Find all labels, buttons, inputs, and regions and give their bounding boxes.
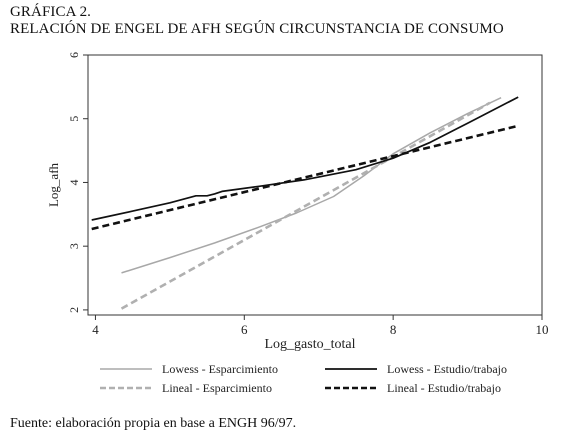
legend-label: Lineal - Esparcimiento <box>162 381 272 395</box>
x-axis-label: Log_gasto_total <box>265 337 356 352</box>
y-tick-label: 6 <box>67 52 81 58</box>
series-line-4 <box>91 125 517 231</box>
source-note: Fuente: elaboración propia en base a ENG… <box>10 416 297 431</box>
legend: Lowess - Esparcimiento Lineal - Esparcimi… <box>100 362 507 395</box>
x-tick-label: 6 <box>241 322 248 337</box>
x-tick-label: 4 <box>92 322 99 337</box>
series-layer <box>91 96 519 310</box>
plot-frame <box>87 54 543 316</box>
legend-label: Lowess - Estudio/trabajo <box>387 362 507 376</box>
x-tick-label: 8 <box>390 322 397 337</box>
axis-ticks: 4 6 8 10 2 3 4 5 6 <box>67 52 549 337</box>
y-axis-label: Log_afh <box>46 162 61 207</box>
y-tick-label: 5 <box>67 116 81 122</box>
x-tick-label: 10 <box>536 322 549 337</box>
figure-number: GRÁFICA 2. <box>10 4 92 20</box>
chart-heading: GRÁFICA 2. RELACIÓN DE ENGEL DE AFH SEGÚ… <box>10 4 504 38</box>
legend-label: Lowess - Esparcimiento <box>162 362 278 376</box>
y-tick-label: 3 <box>67 243 81 249</box>
y-tick-label: 4 <box>67 179 81 185</box>
legend-label: Lineal - Estudio/trabajo <box>387 381 501 395</box>
y-tick-label: 2 <box>67 307 81 313</box>
series-line-1 <box>121 97 502 274</box>
chart-title: RELACIÓN DE ENGEL DE AFH SEGÚN CIRCUNSTA… <box>10 21 504 37</box>
series-line-3 <box>91 96 519 221</box>
series-line-2 <box>120 101 491 310</box>
